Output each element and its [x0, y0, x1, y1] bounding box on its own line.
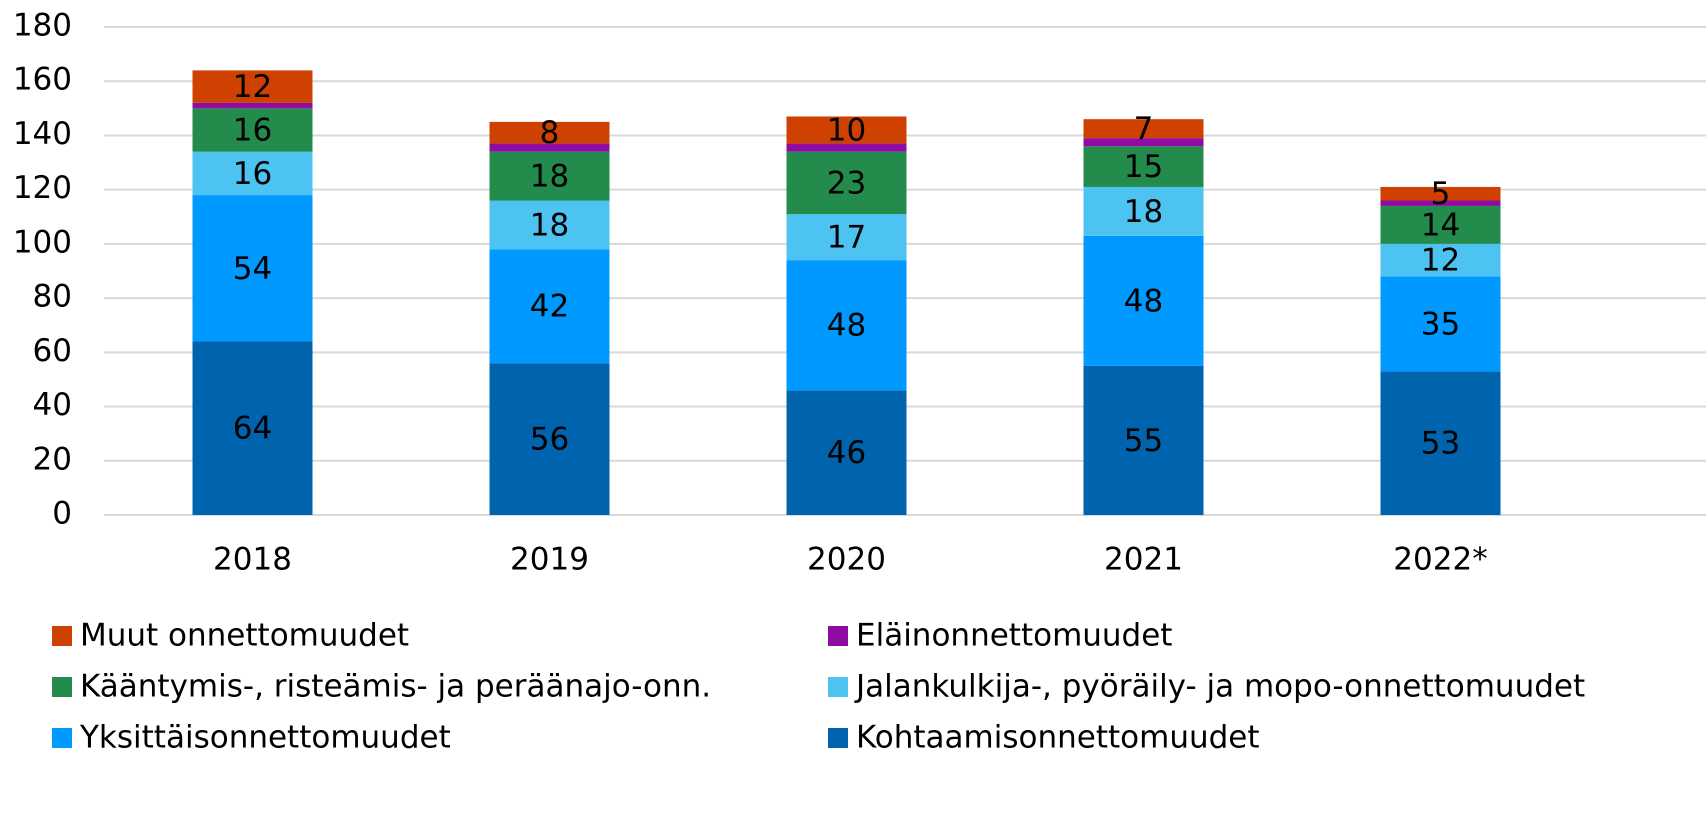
bar-segment: [1380, 186, 1501, 201]
bar-segment: [192, 341, 313, 515]
bar-segment: [489, 200, 610, 250]
data-label: 12: [233, 69, 272, 105]
legend-label: Kääntymis-, risteämis- ja peräänajo-onn.: [80, 669, 711, 705]
data-label: 64: [233, 411, 272, 447]
bar-segment: [489, 121, 610, 144]
legend-swatch: [52, 677, 72, 697]
y-tick-label: 0: [52, 496, 72, 532]
y-tick-label: 180: [13, 8, 72, 44]
bar-segment: [192, 151, 313, 196]
y-tick-label: 40: [33, 387, 72, 423]
bar-segment: [489, 363, 610, 515]
bar-segment: [489, 249, 610, 364]
x-tick-label: 2021: [1104, 542, 1183, 578]
data-label: 14: [1421, 207, 1460, 243]
x-tick-label: 2019: [510, 542, 589, 578]
data-label: 12: [1421, 243, 1460, 279]
bar-segment: [1083, 138, 1204, 147]
bar-segment: [786, 390, 907, 515]
legend-label: Jalankulkija-, pyöräily- ja mopo-onnetto…: [854, 669, 1585, 705]
data-label: 5: [1431, 176, 1451, 212]
data-label: 42: [530, 289, 569, 325]
data-label: 10: [827, 113, 866, 149]
bar-segment: [192, 70, 313, 103]
y-tick-label: 20: [33, 441, 72, 477]
bar-segment: [786, 116, 907, 144]
legend-swatch: [52, 728, 72, 748]
bar-segment: [489, 143, 610, 152]
bar-segment: [1083, 119, 1204, 139]
bar-segment: [1083, 146, 1204, 187]
data-label: 18: [530, 207, 569, 243]
bar-segment: [1380, 200, 1501, 206]
y-tick-label: 80: [33, 279, 72, 315]
bar-segment: [1380, 243, 1501, 277]
y-tick-label: 160: [13, 62, 72, 98]
bar-segment: [786, 214, 907, 261]
bar-segment: [1380, 205, 1501, 244]
data-label: 35: [1421, 306, 1460, 342]
legend-label: Kohtaamisonnettomuudet: [856, 720, 1260, 756]
data-label: 54: [233, 251, 272, 287]
data-label: 55: [1124, 423, 1163, 459]
data-label: 48: [827, 308, 866, 344]
legend-label: Yksittäisonnettomuudet: [79, 720, 451, 756]
bar-segment: [786, 151, 907, 215]
bar-segment: [489, 151, 610, 201]
bar-segment: [1380, 276, 1501, 372]
bar-segment: [786, 143, 907, 152]
bar-segment: [192, 108, 313, 152]
bar-segment: [192, 102, 313, 109]
legend-label: Muut onnettomuudet: [80, 618, 409, 654]
y-tick-label: 100: [13, 224, 72, 260]
data-label: 7: [1134, 111, 1154, 147]
legend-swatch: [828, 677, 848, 697]
data-label: 8: [540, 115, 560, 151]
data-label: 18: [1124, 194, 1163, 230]
data-label: 56: [530, 422, 569, 458]
y-tick-label: 120: [13, 170, 72, 206]
data-label: 17: [827, 220, 866, 256]
bar-segment: [192, 195, 313, 342]
bar-segment: [1083, 235, 1204, 366]
bar-segment: [1083, 365, 1204, 515]
legend-label: Eläinonnettomuudet: [856, 618, 1172, 654]
bar-segment: [1380, 371, 1501, 515]
data-label: 18: [530, 159, 569, 195]
x-tick-label: 2018: [213, 542, 292, 578]
x-tick-label: 2022*: [1393, 542, 1487, 578]
bar-segment: [786, 260, 907, 391]
data-label: 46: [827, 435, 866, 471]
bar-segment: [1083, 186, 1204, 236]
legend-swatch: [52, 626, 72, 646]
data-label: 23: [827, 165, 866, 201]
legend-swatch: [828, 626, 848, 646]
data-label: 16: [233, 156, 272, 192]
data-label: 15: [1124, 149, 1163, 185]
y-tick-label: 140: [13, 116, 72, 152]
data-label: 53: [1421, 426, 1460, 462]
data-label: 48: [1124, 283, 1163, 319]
x-tick-label: 2020: [807, 542, 886, 578]
data-label: 16: [233, 113, 272, 149]
y-tick-label: 60: [33, 333, 72, 369]
legend-swatch: [828, 728, 848, 748]
